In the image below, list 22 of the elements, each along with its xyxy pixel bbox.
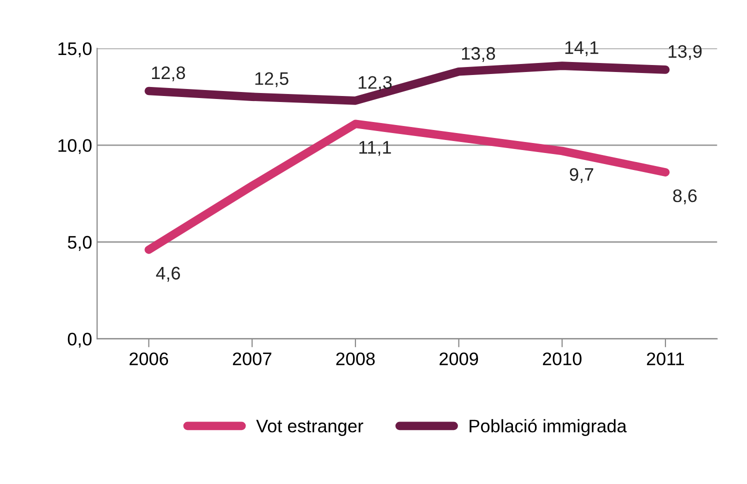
legend-label: Població immigrada xyxy=(470,418,627,436)
data-label: 12,3 xyxy=(358,76,392,91)
x-tick-label: 2011 xyxy=(646,352,684,366)
x-tick-label: 2008 xyxy=(336,352,375,366)
data-label: 4,6 xyxy=(156,266,180,282)
data-label: 9,7 xyxy=(570,168,594,183)
data-label: 13,8 xyxy=(462,47,496,62)
data-label: 12,5 xyxy=(255,72,288,88)
data-label: 12,8 xyxy=(152,66,186,82)
x-tick-label: 2010 xyxy=(542,352,582,366)
data-label: 11,1 xyxy=(359,141,391,156)
y-tick-label: 0,0 xyxy=(68,332,92,348)
x-tick-label: 2009 xyxy=(440,352,478,366)
y-tick-label: 10,0 xyxy=(58,139,92,154)
y-tick-label: 15,0 xyxy=(58,42,92,58)
x-tick-label: 2007 xyxy=(232,352,272,366)
y-tick-label: 5,0 xyxy=(68,236,92,251)
data-label: 13,9 xyxy=(668,45,702,60)
x-tick-label: 2006 xyxy=(130,352,168,366)
data-label: 14,1 xyxy=(565,41,598,56)
legend-label: Vot estranger xyxy=(256,420,364,436)
data-label: 8,6 xyxy=(673,189,697,204)
